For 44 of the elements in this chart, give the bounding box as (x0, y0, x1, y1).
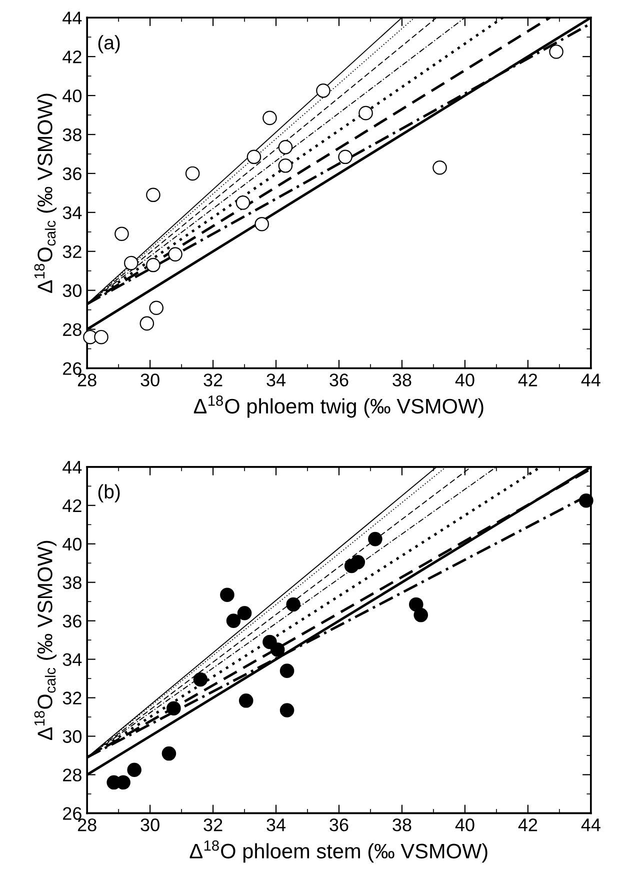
y-tick-label: 32 (62, 692, 82, 704)
y-tick-label: 36 (62, 614, 82, 628)
y-tick-label: 28 (63, 323, 82, 336)
x-tick-label: 30 (140, 374, 160, 386)
x-tick-label: 28 (78, 374, 96, 386)
x-tick-label: 42 (518, 374, 538, 386)
x-axis-title: Δ$^{18}$O phloem twig (‰ VSMOW) (194, 396, 484, 418)
x-tick-label: 44 (581, 374, 600, 386)
y-axis-title: Δ$^{18}$O$_{calc}$ (‰ VSMOW) (34, 94, 56, 293)
y-tick-label: 28 (63, 768, 82, 782)
x-tick-label: 28 (78, 818, 96, 832)
x-tick-label: 42 (518, 818, 538, 832)
x-tick-label: 38 (392, 374, 412, 386)
y-tick-label: 38 (62, 576, 82, 590)
y-tick-label: 38 (62, 128, 82, 142)
y-tick-label: 26 (63, 807, 82, 820)
y-tick-label: 42 (62, 499, 82, 512)
x-tick-label: 44 (581, 818, 600, 832)
x-tick-label: 34 (266, 818, 286, 832)
x-axis-title: Δ$^{18}$O phloem stem (‰ VSMOW) (190, 840, 488, 863)
x-tick-label: 38 (392, 818, 412, 832)
x-tick-label: 40 (455, 818, 474, 832)
x-tick-label: 30 (140, 818, 160, 832)
x-tick-label: 40 (455, 374, 474, 386)
x-tick-label: 36 (330, 374, 348, 386)
y-axis-title: Δ$^{18}$O$_{calc}$ (‰ VSMOW) (34, 540, 56, 740)
y-tick-label: 26 (63, 362, 82, 375)
x-tick-label: 32 (204, 818, 222, 832)
y-tick-label: 40 (62, 538, 82, 551)
annotation: (a) (98, 35, 120, 54)
y-tick-label: 34 (62, 206, 82, 220)
y-tick-label: 34 (62, 653, 82, 666)
x-tick-label: 36 (330, 818, 348, 832)
y-tick-label: 44 (62, 461, 82, 474)
y-tick-label: 32 (62, 245, 82, 258)
annotation: (b) (98, 484, 120, 502)
y-tick-label: 36 (62, 167, 82, 180)
y-tick-label: 44 (62, 12, 82, 24)
y-tick-label: 40 (62, 89, 82, 102)
y-tick-label: 30 (62, 730, 82, 743)
x-tick-label: 32 (204, 374, 222, 386)
y-tick-label: 30 (62, 284, 82, 298)
x-tick-label: 34 (266, 374, 286, 386)
y-tick-label: 42 (62, 50, 82, 64)
